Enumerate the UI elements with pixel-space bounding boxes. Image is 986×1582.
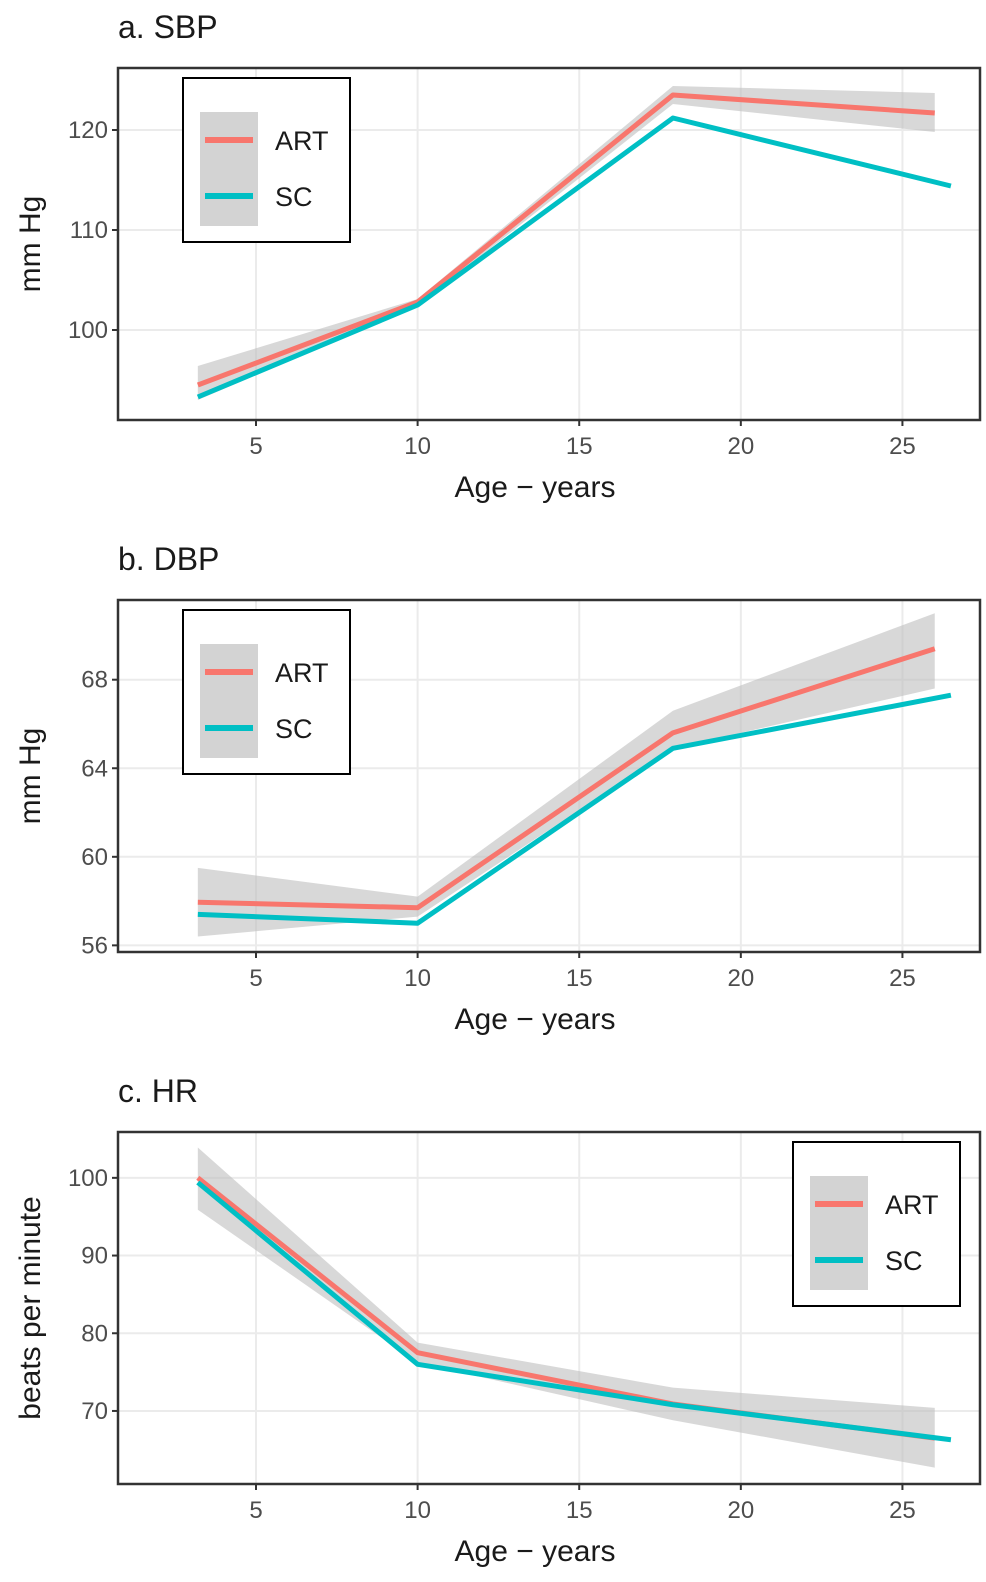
plot-border [116,66,982,422]
x-axis-label: Age − years [455,1003,616,1036]
legend-key-bg [200,112,258,226]
y-tick-label: 80 [81,1320,108,1347]
plot-border [116,1130,982,1486]
y-tick-label: 100 [68,1165,108,1192]
series-line [197,692,952,926]
series-line [197,646,936,911]
confidence-band [197,86,935,400]
y-tick-label: 90 [81,1243,108,1270]
x-axis-label: Age − years [455,471,616,504]
x-tick-label: 20 [727,433,754,460]
series-line [196,92,935,388]
y-axis-label: beats per minute [14,1196,47,1419]
y-tick-label: 120 [68,117,108,144]
legend-label: SC [275,714,313,744]
x-tick-label: 10 [404,433,431,460]
y-tick-label: 60 [81,844,108,871]
x-tick-label: 25 [889,433,916,460]
series-line [196,115,952,400]
legend-label: ART [275,658,329,688]
y-tick-label: 64 [81,755,108,782]
series-group [196,86,952,400]
series-group [196,1147,952,1468]
x-tick-label: 20 [727,1497,754,1524]
x-tick-label: 15 [566,1497,593,1524]
legend-label: ART [275,126,329,156]
x-tick-label: 5 [249,965,262,992]
x-tick-label: 10 [404,965,431,992]
panel-title: a. SBP [118,9,218,45]
x-axis-label: Age − years [455,1535,616,1568]
y-tick-label: 68 [81,667,108,694]
confidence-band [197,613,935,937]
series-line [196,1180,952,1443]
x-tick-label: 5 [249,433,262,460]
panel-title: c. HR [118,1073,198,1109]
series-group [197,613,952,937]
x-tick-label: 10 [404,1497,431,1524]
panel-title: b. DBP [118,541,219,577]
legend-key-bg [810,1176,868,1290]
legend-label: SC [275,182,313,212]
x-tick-label: 20 [727,965,754,992]
y-tick-label: 70 [81,1398,108,1425]
x-tick-label: 25 [889,1497,916,1524]
y-axis-label: mm Hg [14,196,47,293]
x-tick-label: 15 [566,433,593,460]
y-tick-label: 110 [70,217,108,244]
y-tick-label: 56 [81,932,108,959]
plot-border [116,598,982,954]
legend-key-bg [200,644,258,758]
y-tick-label: 100 [68,317,108,344]
legend-label: ART [885,1190,939,1220]
legend-label: SC [885,1246,923,1276]
x-tick-label: 5 [249,1497,262,1524]
x-tick-label: 25 [889,965,916,992]
x-tick-label: 15 [566,965,593,992]
y-axis-label: mm Hg [14,728,47,825]
